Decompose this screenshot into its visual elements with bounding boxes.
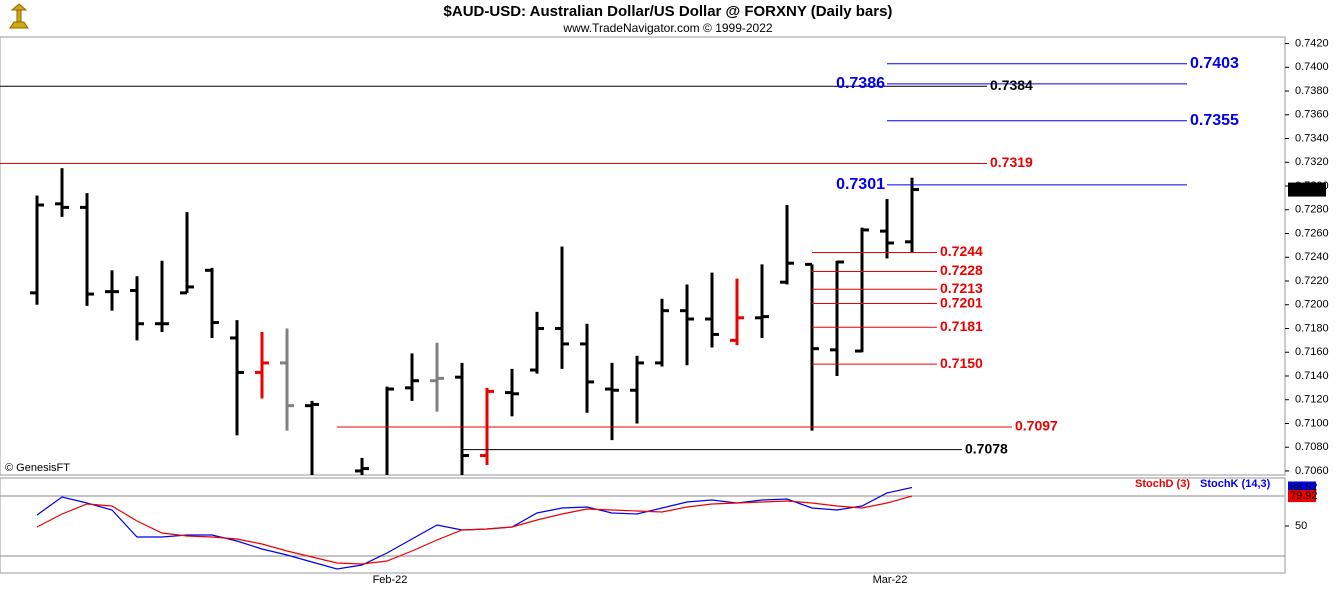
legend-entry: StochD (3) xyxy=(1135,478,1190,490)
level-label: 0.7319 xyxy=(990,154,1033,170)
y-tick-label: 0.7160 xyxy=(1295,346,1329,358)
y-tick-label: 0.7120 xyxy=(1295,394,1329,406)
x-tick-label: Mar-22 xyxy=(873,574,908,586)
chart-subtitle: www.TradeNavigator.com © 1999-2022 xyxy=(562,21,772,35)
logo xyxy=(4,2,34,34)
y-tick-label: 0.7140 xyxy=(1295,370,1329,382)
y-tick-label: 0.7060 xyxy=(1295,465,1329,477)
stoch-plot xyxy=(0,486,1285,570)
level-label: 0.7384 xyxy=(990,77,1033,93)
y-tick-label: 0.7080 xyxy=(1295,441,1329,453)
level-label: 0.7228 xyxy=(940,262,983,278)
level-label: 0.7150 xyxy=(940,355,983,371)
level-label: 0.7301 xyxy=(836,176,885,193)
legend-entry: StochK (14,3) xyxy=(1200,478,1271,490)
x-tick-label: Feb-22 xyxy=(373,574,408,586)
level-label: 0.7201 xyxy=(940,294,983,310)
level-label: 0.7097 xyxy=(1015,418,1058,434)
chart-title: $AUD-USD: Australian Dollar/US Dollar @ … xyxy=(444,3,893,20)
y-tick-label: 0.7280 xyxy=(1295,204,1329,216)
level-label: 0.7213 xyxy=(940,280,983,296)
y-tick-label: 0.7400 xyxy=(1295,61,1329,73)
y-tick-label: 0.7260 xyxy=(1295,227,1329,239)
y-tick-label: 0.7340 xyxy=(1295,132,1329,144)
y-tick-label: 0.7240 xyxy=(1295,251,1329,263)
level-label: 0.7181 xyxy=(940,318,983,334)
level-label: 0.7403 xyxy=(1190,55,1239,72)
level-label: 0.7386 xyxy=(836,75,885,92)
watermark: © GenesisFT xyxy=(5,462,70,474)
level-label: 0.7078 xyxy=(965,440,1008,456)
y-tick-label: 0.7420 xyxy=(1295,37,1329,49)
price-plot xyxy=(0,63,1187,475)
y-tick-label: 0.7180 xyxy=(1295,322,1329,334)
y-tick-label: 0.7200 xyxy=(1295,299,1329,311)
y-tick-label: 0.7380 xyxy=(1295,85,1329,97)
last-price-box xyxy=(1288,182,1326,197)
stoch-line xyxy=(36,495,913,565)
level-label: 0.7355 xyxy=(1190,112,1239,129)
last-value-label: 79.92 xyxy=(1290,490,1318,502)
y-tick-label: 50 xyxy=(1295,520,1307,532)
y-tick-label: 0.7220 xyxy=(1295,275,1329,287)
last-value-box xyxy=(1288,490,1316,503)
price-panel xyxy=(0,36,1286,476)
y-tick-label: 0.7360 xyxy=(1295,109,1329,121)
last-price-label: 0.7297 xyxy=(1290,183,1324,195)
level-label: 0.7244 xyxy=(940,243,983,259)
overlay: 0.7060 0.7080 0.7100 0.7120 0.7140 0.7160 0.71… xyxy=(373,37,1329,585)
y-tick-label: 0.7100 xyxy=(1295,417,1329,429)
y-tick-label: 0.7320 xyxy=(1295,156,1329,168)
